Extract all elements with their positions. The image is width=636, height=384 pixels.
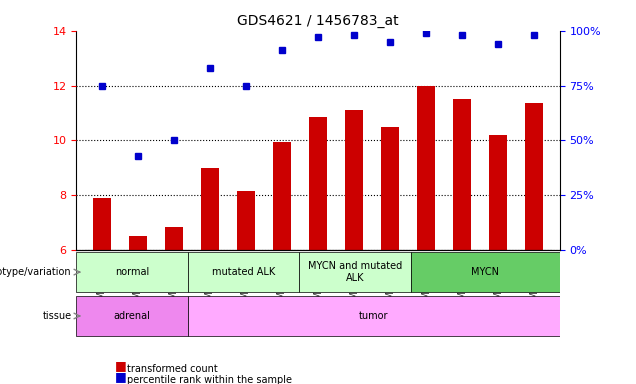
Bar [345, 110, 363, 384]
Text: MYCN and mutated
ALK: MYCN and mutated ALK [308, 261, 403, 283]
Text: tumor: tumor [359, 311, 389, 321]
Bar [309, 117, 327, 384]
Bar [453, 99, 471, 384]
Text: tissue: tissue [43, 311, 71, 321]
Text: adrenal: adrenal [114, 311, 151, 321]
Bar [165, 227, 183, 384]
Text: ■: ■ [114, 359, 126, 372]
Text: transformed count: transformed count [127, 364, 218, 374]
Bar [417, 86, 435, 384]
Bar [273, 142, 291, 384]
Bar [237, 191, 255, 384]
FancyBboxPatch shape [76, 296, 188, 336]
Bar [93, 198, 111, 384]
Bar [128, 237, 147, 384]
Bar [489, 135, 508, 384]
Text: ■: ■ [114, 370, 126, 383]
Title: GDS4621 / 1456783_at: GDS4621 / 1456783_at [237, 14, 399, 28]
FancyBboxPatch shape [411, 252, 560, 292]
Bar [381, 127, 399, 384]
FancyBboxPatch shape [188, 296, 560, 336]
FancyBboxPatch shape [188, 252, 300, 292]
Text: MYCN: MYCN [471, 267, 499, 277]
Text: percentile rank within the sample: percentile rank within the sample [127, 375, 292, 384]
Text: mutated ALK: mutated ALK [212, 267, 275, 277]
FancyBboxPatch shape [76, 252, 188, 292]
Bar [525, 103, 543, 384]
Bar [201, 168, 219, 384]
Text: genotype/variation: genotype/variation [0, 267, 71, 277]
FancyBboxPatch shape [300, 252, 411, 292]
Text: normal: normal [115, 267, 149, 277]
